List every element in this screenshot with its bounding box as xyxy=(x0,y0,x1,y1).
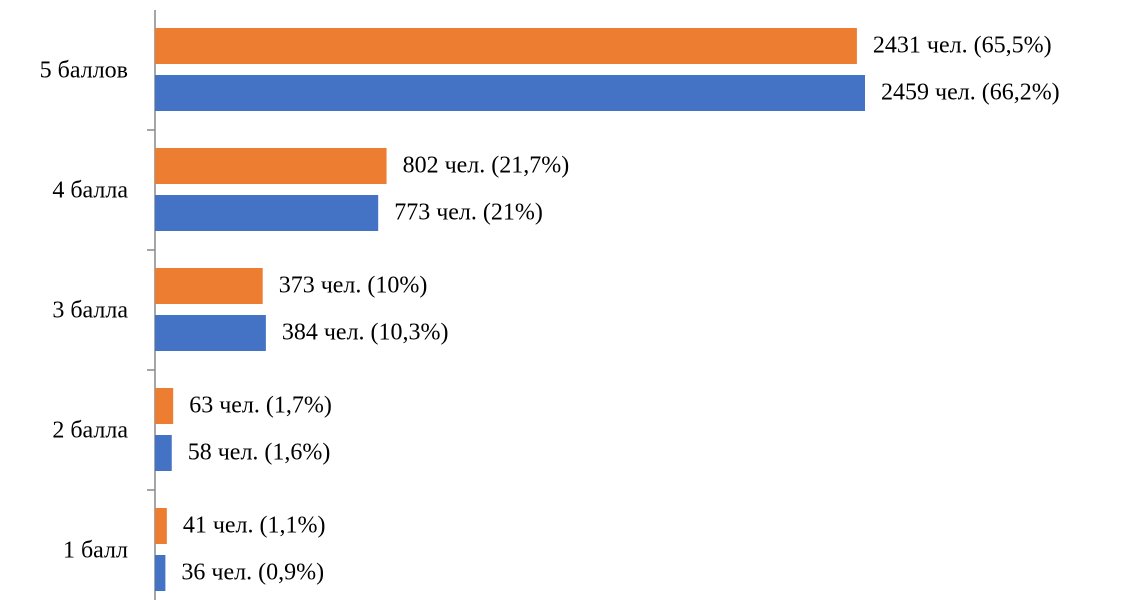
value-label: 773 чел. (21%) xyxy=(394,200,543,226)
bar xyxy=(155,268,263,304)
value-label: 2459 чел. (66,2%) xyxy=(881,80,1060,106)
value-label: 2431 чел. (65,5%) xyxy=(873,33,1052,59)
bar xyxy=(155,435,172,471)
bar xyxy=(155,75,865,111)
value-label: 384 чел. (10,3%) xyxy=(282,320,449,346)
bar xyxy=(155,195,379,231)
y-tick-label: 5 баллов xyxy=(40,58,128,84)
y-tick-label: 3 балла xyxy=(52,298,128,324)
value-label: 63 чел. (1,7%) xyxy=(189,393,332,419)
value-label: 373 чел. (10%) xyxy=(279,273,428,299)
bar xyxy=(155,508,167,544)
value-label: 36 чел. (0,9%) xyxy=(181,560,324,586)
value-label: 41 чел. (1,1%) xyxy=(183,513,326,539)
bar xyxy=(155,28,857,64)
bar xyxy=(155,555,166,591)
value-label: 58 чел. (1,6%) xyxy=(188,440,331,466)
y-tick-label: 1 балл xyxy=(63,538,128,564)
value-label: 802 чел. (21,7%) xyxy=(403,153,570,179)
bar xyxy=(155,388,174,424)
bar xyxy=(155,148,387,184)
y-tick-label: 4 балла xyxy=(52,178,128,204)
bar xyxy=(155,315,266,351)
y-tick-label: 2 балла xyxy=(52,418,128,444)
